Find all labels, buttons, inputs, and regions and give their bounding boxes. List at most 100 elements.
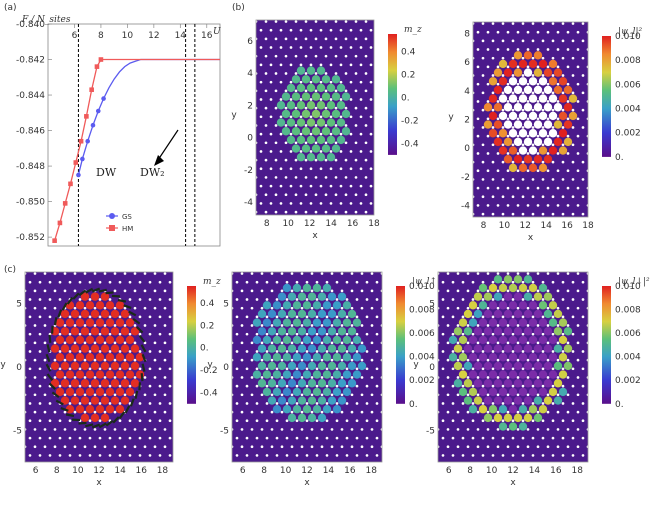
lattice-site (281, 127, 291, 136)
lattice-hole (174, 463, 177, 466)
ylabel: y (448, 113, 454, 123)
lattice-hole (562, 264, 565, 267)
lattice-hole (310, 324, 314, 327)
lattice-site (80, 344, 90, 353)
lattice-site (165, 301, 173, 310)
lattice-hole (566, 100, 570, 103)
lattice-hole (264, 193, 268, 197)
lattice-hole (386, 298, 389, 301)
lattice-hole (83, 376, 87, 379)
lattice-site (367, 292, 377, 301)
lattice-site (473, 431, 483, 440)
lattice-site (508, 94, 518, 103)
lattice-site (105, 318, 115, 327)
lattice-hole (476, 376, 480, 379)
lattice-site (292, 370, 302, 379)
lattice-hole (592, 385, 595, 388)
lattice-site (513, 361, 523, 371)
lattice-site (538, 439, 548, 449)
lattice-hole (299, 132, 303, 136)
lattice-hole (289, 98, 293, 101)
lattice-site (80, 292, 90, 301)
lattice-site (332, 283, 342, 293)
lattice-site (247, 14, 255, 22)
lattice-hole (551, 454, 555, 457)
lattice-hole (369, 28, 373, 32)
lattice-hole (511, 126, 515, 129)
lattice-hole (546, 117, 550, 121)
lattice-site (543, 33, 553, 43)
lattice-hole (38, 367, 42, 371)
lattice-hole (339, 98, 343, 101)
lattice-hole (280, 341, 284, 345)
lattice-hole (128, 315, 132, 319)
lattice-hole (541, 212, 545, 216)
lattice-site (438, 292, 443, 301)
lattice-site (538, 59, 548, 69)
lattice-hole (354, 89, 358, 93)
lattice-hole (226, 281, 229, 284)
lattice-site (548, 318, 558, 327)
lattice-hole (163, 393, 167, 397)
lattice-hole (19, 333, 22, 336)
lattice-site (483, 189, 493, 199)
lattice-hole (33, 306, 37, 310)
lattice-hole (467, 135, 470, 138)
chart-a-xtick-label: 8 (98, 31, 104, 41)
lattice-site (257, 448, 267, 457)
lattice-site (307, 379, 317, 388)
lattice-hole (324, 89, 328, 93)
lattice-hole (329, 80, 333, 84)
lattice-site (371, 23, 374, 32)
lattice-site (583, 33, 588, 43)
lattice-site (40, 396, 50, 405)
lattice-hole (432, 471, 435, 474)
lattice-site (70, 327, 80, 336)
lattice-site (383, 370, 391, 378)
lattice-site (25, 379, 30, 388)
lattice-site (528, 335, 538, 345)
ytick-label: -5 (13, 426, 22, 436)
lattice-site (583, 275, 588, 284)
lattice-site (318, 258, 326, 266)
lattice-site (135, 422, 145, 431)
lattice-hole (279, 28, 283, 32)
lattice-site (25, 309, 30, 319)
lattice-hole (275, 350, 279, 353)
lattice-hole (250, 393, 254, 397)
lattice-site (145, 318, 155, 327)
lattice-site (563, 344, 573, 353)
lattice-hole (496, 65, 500, 69)
lattice-site (60, 309, 70, 319)
lattice-hole (168, 367, 172, 371)
lattice-site (589, 42, 597, 50)
lattice-hole (361, 463, 364, 466)
lattice-site (321, 109, 331, 119)
lattice-site (306, 170, 316, 179)
lattice-site (267, 361, 277, 371)
lattice-hole (432, 419, 435, 422)
lattice-site (282, 335, 292, 345)
lattice-site (459, 272, 467, 275)
lattice-hole (354, 72, 358, 75)
lattice-site (351, 92, 361, 101)
lattice-site (589, 284, 597, 292)
lattice-site (362, 405, 372, 414)
lattice-hole (546, 324, 550, 327)
lattice-site (115, 422, 125, 431)
lattice-site (232, 370, 242, 379)
lattice-hole (330, 12, 333, 15)
lattice-hole (319, 202, 323, 205)
lattice-hole (104, 463, 107, 466)
lattice-site (553, 33, 563, 43)
lattice-site (306, 49, 316, 58)
lattice-hole (375, 20, 378, 23)
lattice-hole (304, 72, 308, 75)
lattice-hole (516, 306, 520, 310)
lattice-hole (597, 307, 600, 310)
lattice-hole (581, 350, 585, 353)
lattice-site (543, 189, 553, 199)
lattice-hole (556, 358, 560, 362)
lattice-site (232, 448, 237, 457)
lattice-site (105, 353, 115, 362)
